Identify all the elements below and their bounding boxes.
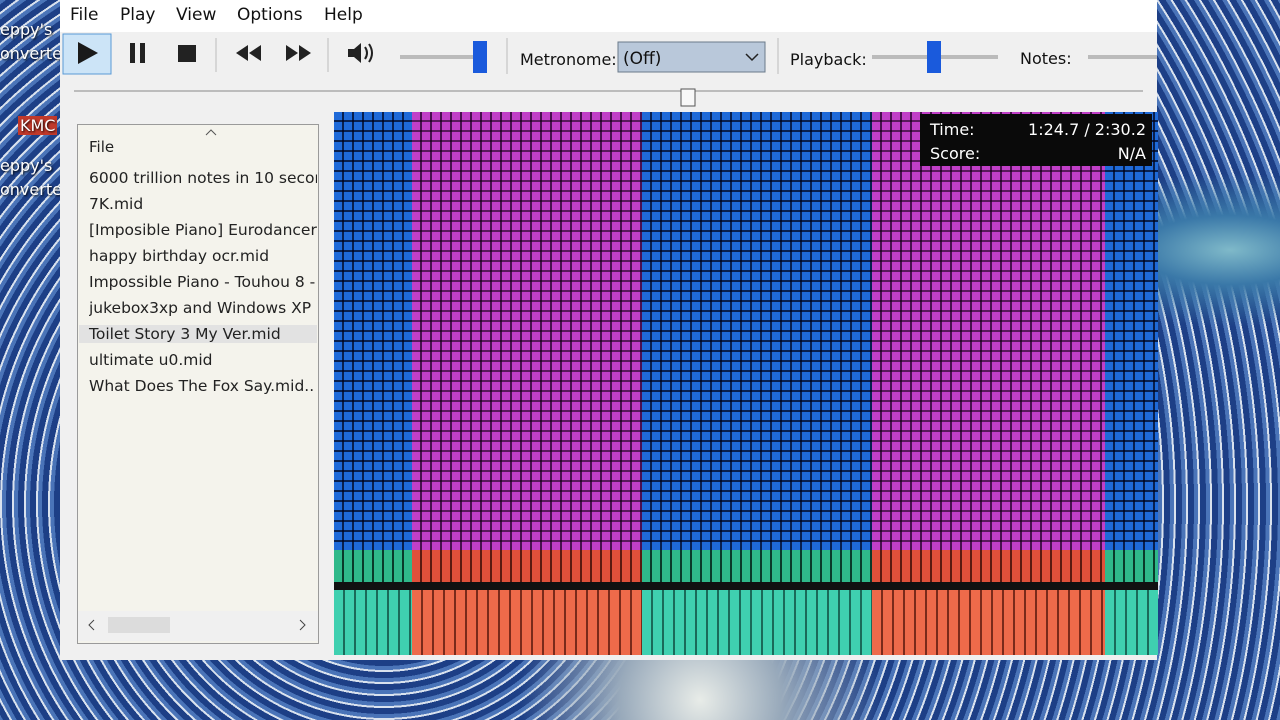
- note-strip: [1105, 550, 1158, 582]
- note-strip: [412, 550, 642, 582]
- menu-item[interactable]: Help: [324, 5, 363, 25]
- keyboard: [412, 590, 642, 655]
- note-stream: [872, 112, 1105, 550]
- play-icon: [78, 42, 98, 64]
- score-value: N/A: [1117, 144, 1146, 163]
- keyboard: [1105, 590, 1158, 655]
- metronome-dropdown[interactable]: [617, 41, 766, 73]
- file-item[interactable]: 6000 trillion notes in 10 secon.: [89, 169, 317, 187]
- file-item[interactable]: jukebox3xp and Windows XP .: [89, 299, 317, 317]
- file-item[interactable]: What Does The Fox Say.mid..: [89, 377, 315, 395]
- status-overlay: Time: 1:24.7 / 2:30.2 Score: N/A: [920, 114, 1152, 166]
- playback-label: Playback:: [790, 50, 867, 69]
- file-item[interactable]: 7K.mid: [89, 195, 144, 213]
- desktop-icon-label[interactable]: eppy's: [0, 156, 53, 175]
- time-label: Time:: [930, 120, 975, 139]
- menu-item[interactable]: Options: [237, 5, 303, 25]
- stop-button[interactable]: [178, 45, 196, 62]
- keyboard: [872, 590, 1105, 655]
- volume-icon[interactable]: [348, 43, 373, 63]
- menu-item[interactable]: Play: [120, 5, 156, 25]
- note-strip: [872, 550, 1105, 582]
- desktop-icon-label[interactable]: onverte: [0, 44, 62, 63]
- note-stream: [334, 112, 412, 550]
- scroll-thumb[interactable]: [108, 617, 170, 633]
- piano-roll: Time: 1:24.7 / 2:30.2 Score: N/A: [334, 112, 1158, 655]
- file-item[interactable]: Toilet Story 3 My Ver.mid: [79, 325, 317, 343]
- note-strip: [642, 550, 872, 582]
- score-label: Score:: [930, 144, 981, 163]
- note-strip: [334, 550, 412, 582]
- notes-label: Notes:: [1020, 49, 1072, 68]
- sort-arrow: [205, 129, 217, 136]
- forward-button[interactable]: [286, 45, 311, 61]
- note-stream: [1105, 112, 1158, 550]
- file-item[interactable]: ultimate u0.mid: [89, 351, 213, 369]
- file-item[interactable]: [Imposible Piano] Eurodancer.: [89, 221, 317, 239]
- desktop-icon-label[interactable]: onverte: [0, 180, 62, 199]
- desktop-icon-label[interactable]: KMC: [18, 116, 58, 135]
- playback-thumb[interactable]: [927, 41, 941, 73]
- notes-track: [1088, 55, 1157, 59]
- time-value: 1:24.7 / 2:30.2: [1028, 120, 1146, 139]
- rewind-button[interactable]: [236, 45, 261, 61]
- pause-button[interactable]: [130, 43, 145, 63]
- file-list: File 6000 trillion notes in 10 secon. 7K.…: [77, 124, 319, 644]
- keyboard: [334, 590, 412, 655]
- app-window: File Play View Options Help Metronome: (…: [60, 0, 1158, 660]
- file-item[interactable]: happy birthday ocr.mid: [89, 247, 270, 265]
- toolbar: [62, 33, 1157, 107]
- menu-item[interactable]: View: [176, 5, 217, 25]
- note-stream: [412, 112, 642, 550]
- desktop-icon-label[interactable]: eppy's: [0, 20, 53, 39]
- volume-track: [400, 55, 485, 59]
- metronome-label: Metronome:: [520, 50, 617, 69]
- note-stream: [642, 112, 872, 550]
- column-header[interactable]: File: [89, 138, 115, 156]
- menu-item[interactable]: File: [70, 5, 99, 25]
- keyboard: [642, 590, 872, 655]
- menu-bar: [60, 0, 1157, 32]
- h-scrollbar[interactable]: [78, 611, 318, 641]
- volume-thumb[interactable]: [473, 41, 487, 73]
- metronome-value[interactable]: (Off): [623, 49, 662, 69]
- seek-thumb[interactable]: [680, 88, 696, 107]
- file-item[interactable]: Impossible Piano - Touhou 8 -: [89, 273, 316, 291]
